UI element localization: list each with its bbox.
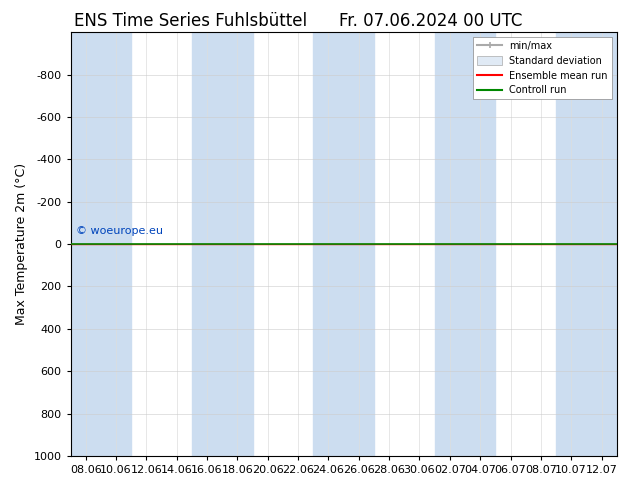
- Bar: [556, 32, 617, 456]
- Legend: min/max, Standard deviation, Ensemble mean run, Controll run: min/max, Standard deviation, Ensemble me…: [474, 37, 612, 99]
- Bar: [192, 32, 252, 456]
- Text: Fr. 07.06.2024 00 UTC: Fr. 07.06.2024 00 UTC: [339, 12, 523, 30]
- Bar: [70, 32, 131, 456]
- Text: © woeurope.eu: © woeurope.eu: [76, 226, 163, 236]
- Bar: [313, 32, 374, 456]
- Text: ENS Time Series Fuhlsbüttel: ENS Time Series Fuhlsbüttel: [74, 12, 307, 30]
- Bar: [435, 32, 495, 456]
- Y-axis label: Max Temperature 2m (°C): Max Temperature 2m (°C): [15, 163, 28, 325]
